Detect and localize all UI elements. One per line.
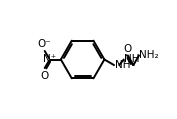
Text: O⁻: O⁻ xyxy=(37,39,51,49)
Text: NH: NH xyxy=(124,55,140,64)
Text: NH: NH xyxy=(115,60,130,70)
Text: O: O xyxy=(123,44,131,54)
Text: O: O xyxy=(40,71,48,81)
Text: N⁺: N⁺ xyxy=(43,55,56,64)
Text: NH₂: NH₂ xyxy=(139,50,159,60)
